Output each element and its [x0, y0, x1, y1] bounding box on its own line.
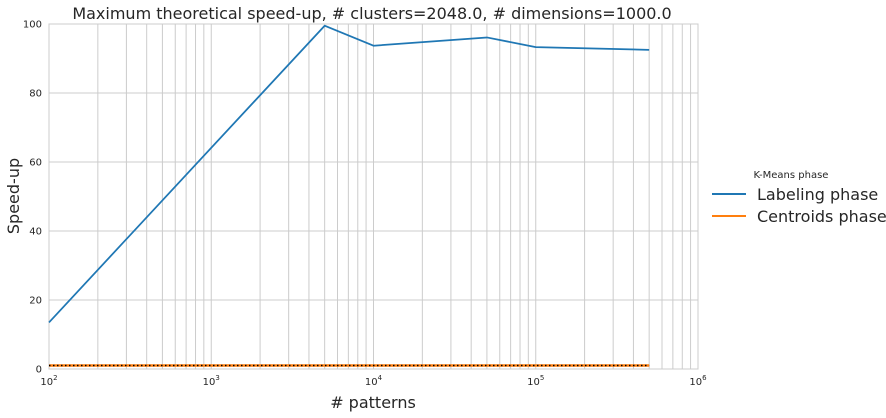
series-layer — [48, 24, 650, 367]
y-tick-label: 0 — [36, 365, 42, 376]
x-tick-base: 10 — [689, 377, 702, 388]
series-line-labeling — [48, 24, 650, 324]
y-tick-label: 60 — [29, 158, 42, 169]
y-tick-label: 80 — [29, 89, 42, 100]
x-tick-exponent: 2 — [53, 374, 57, 382]
grid — [48, 23, 698, 370]
x-tick-label: 103 — [203, 374, 220, 388]
x-tick-label: 104 — [365, 374, 383, 388]
x-tick-exponent: 4 — [378, 374, 383, 382]
x-tick-exponent: 5 — [540, 374, 544, 382]
y-axis-label: Speed-up — [4, 158, 23, 234]
chart-title: Maximum theoretical speed-up, # clusters… — [72, 4, 671, 23]
x-tick-base: 10 — [40, 377, 53, 388]
x-tick-exponent: 3 — [215, 374, 219, 382]
x-tick-label: 105 — [527, 374, 544, 388]
x-tick-labels: 102 103 104 105 106 — [40, 374, 707, 388]
y-tick-label: 40 — [29, 227, 42, 238]
x-tick-base: 10 — [203, 377, 216, 388]
y-tick-label: 20 — [29, 296, 42, 307]
y-tick-label: 100 — [23, 20, 42, 31]
x-axis-label: # patterns — [330, 393, 416, 412]
y-tick-labels: 0 20 40 60 80 100 — [23, 20, 42, 376]
x-tick-exponent: 6 — [702, 374, 707, 382]
x-tick-label: 106 — [689, 374, 707, 388]
x-tick-base: 10 — [527, 377, 540, 388]
legend-title: K-Means phase — [754, 170, 829, 181]
x-tick-base: 10 — [365, 377, 378, 388]
x-tick-label: 102 — [40, 374, 57, 388]
legend-label: Labeling phase — [757, 185, 878, 204]
legend: K-Means phase Labeling phase Centroids ph… — [712, 170, 886, 226]
legend-label: Centroids phase — [757, 207, 886, 226]
